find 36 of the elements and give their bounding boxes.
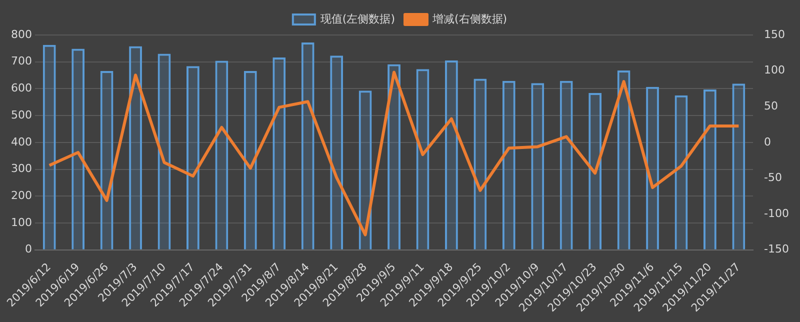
y-tick-label: 800	[10, 28, 32, 41]
y-tick-label: 400	[10, 135, 32, 148]
y2-tick-label: -150	[764, 242, 790, 256]
y2-tick-label: 0	[764, 135, 772, 148]
y-tick-label: 600	[10, 82, 32, 95]
y-tick-label: 200	[10, 188, 32, 202]
bar	[301, 42, 314, 250]
y2-tick-label: -50	[764, 171, 782, 184]
bar	[416, 69, 430, 250]
bar	[272, 58, 286, 250]
y2-tick-label: 50	[764, 99, 778, 112]
bar	[215, 60, 228, 250]
bar	[330, 56, 344, 250]
bar	[72, 48, 85, 250]
legend-label: 现值(左侧数据)	[320, 12, 396, 26]
legend-label: 增减(右侧数据)	[432, 12, 508, 26]
bar	[531, 83, 544, 250]
y2-tick-label: -100	[764, 206, 790, 220]
y2-tick-label: 150	[764, 28, 786, 41]
bar	[444, 60, 458, 250]
bar	[732, 84, 746, 250]
bar	[186, 66, 200, 250]
bar	[502, 80, 516, 250]
y-tick-label: 100	[10, 216, 32, 229]
bar	[158, 54, 171, 250]
y-tick-label: 300	[10, 162, 32, 176]
y-tick-label: 500	[10, 108, 32, 122]
bar	[474, 78, 487, 250]
bar	[674, 95, 688, 250]
bar	[560, 80, 573, 250]
y2-tick-label: 100	[764, 64, 786, 77]
y-tick-label: 700	[10, 54, 32, 68]
bar	[703, 90, 716, 250]
bar	[42, 44, 56, 250]
y-tick-label: 0	[24, 242, 32, 256]
bar	[244, 70, 257, 250]
